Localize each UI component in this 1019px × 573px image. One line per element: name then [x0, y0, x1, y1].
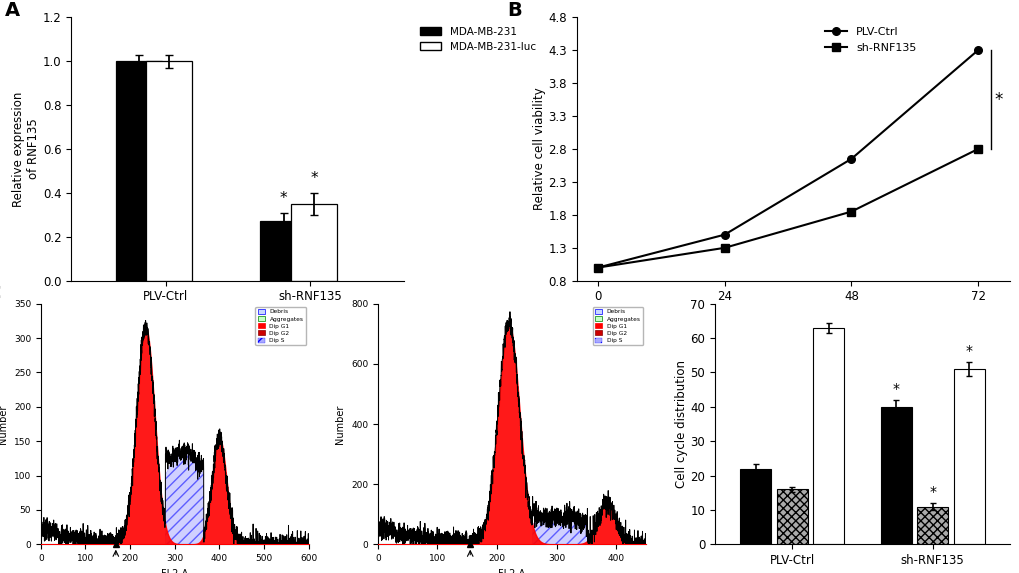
Text: *: *: [892, 382, 899, 396]
Y-axis label: Number: Number: [0, 405, 8, 444]
Bar: [260, 221, 307, 281]
Y-axis label: Relative cell viability: Relative cell viability: [532, 88, 545, 210]
PLV-Ctrl: [717, 231, 730, 238]
Text: *: *: [965, 344, 972, 358]
Text: B: B: [507, 1, 522, 21]
Y-axis label: Relative expression
of RNF135: Relative expression of RNF135: [12, 91, 40, 207]
Legend: Debris, Aggregates, Dip G1, Dip G2, Dip S: Debris, Aggregates, Dip G1, Dip G2, Dip …: [592, 307, 642, 346]
X-axis label: FL2-A: FL2-A: [498, 568, 525, 573]
Line: PLV-Ctrl: PLV-Ctrl: [593, 46, 981, 272]
Text: *: *: [928, 485, 935, 499]
Bar: [115, 61, 162, 281]
Legend: PLV-Ctrl, sh-RNF135: PLV-Ctrl, sh-RNF135: [819, 23, 920, 57]
sh-RNF135: [971, 146, 983, 152]
Y-axis label: Cell cycle distribution: Cell cycle distribution: [674, 360, 687, 488]
X-axis label: FL2-A: FL2-A: [161, 568, 189, 573]
Bar: [776, 489, 807, 544]
Text: A: A: [5, 1, 20, 21]
PLV-Ctrl: [845, 155, 857, 162]
Bar: [916, 507, 947, 544]
PLV-Ctrl: [971, 47, 983, 54]
X-axis label: Hours: Hours: [774, 309, 811, 322]
Bar: [812, 328, 844, 544]
Bar: [146, 61, 193, 281]
PLV-Ctrl: [591, 264, 603, 271]
Legend: MDA-MB-231, MDA-MB-231-luc: MDA-MB-231, MDA-MB-231-luc: [416, 22, 539, 56]
Text: *: *: [310, 171, 318, 186]
sh-RNF135: [845, 208, 857, 215]
Y-axis label: Number: Number: [335, 405, 345, 444]
Text: C: C: [0, 284, 2, 304]
sh-RNF135: [591, 264, 603, 271]
Text: *: *: [279, 191, 287, 206]
Bar: [740, 469, 770, 544]
sh-RNF135: [717, 244, 730, 251]
Line: sh-RNF135: sh-RNF135: [593, 145, 981, 272]
Bar: [879, 407, 911, 544]
Bar: [290, 204, 337, 281]
Bar: [953, 369, 983, 544]
Legend: Debris, Aggregates, Dip G1, Dip G2, Dip S: Debris, Aggregates, Dip G1, Dip G2, Dip …: [255, 307, 306, 346]
Text: *: *: [993, 91, 1002, 108]
